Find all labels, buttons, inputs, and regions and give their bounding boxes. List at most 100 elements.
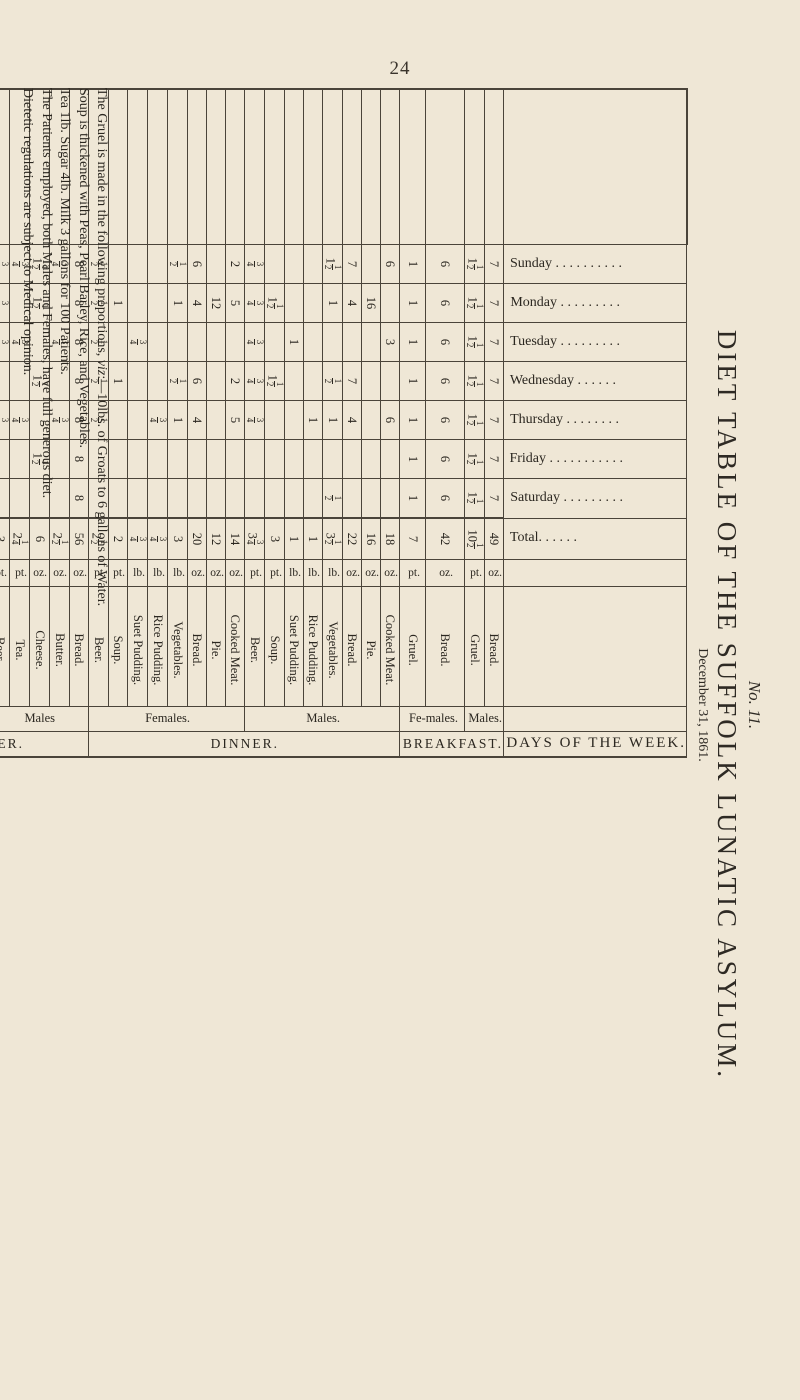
- footnotes: The Gruel is made in the following propo…: [18, 88, 110, 1328]
- qty-cell: 1: [399, 322, 426, 362]
- qty-cell: [108, 244, 128, 284]
- qty-cell: [264, 244, 285, 284]
- row-left-spacer: [187, 89, 207, 245]
- table-row: 1 1 2 1 1 2 1 1 2 1 1 2 1 1 2 1 1 2 1 1 2 10 1 2 pt. Gruel.: [464, 89, 485, 757]
- qty-cell: [187, 322, 207, 362]
- qty-cell: 6: [425, 283, 465, 323]
- unit-cell: pt.: [464, 559, 485, 587]
- qty-cell: 5: [225, 283, 245, 323]
- qty-cell: 6: [425, 400, 465, 440]
- page-folio-number: 24: [389, 58, 411, 79]
- unit-cell: pt.: [244, 559, 265, 587]
- qty-cell: 7: [484, 439, 504, 479]
- qty-cell: 3: [380, 322, 400, 362]
- table-row: 1 1 2 1 1 2 1 1 2 3 1 2 lb. Vegetables.: [322, 89, 343, 757]
- qty-cell: [206, 400, 226, 440]
- qty-cell: [147, 361, 168, 401]
- unit-cell: lb.: [284, 559, 304, 587]
- unit-cell: oz.: [425, 559, 465, 587]
- table-row: 7 7 7 7 7 7 7 49 oz. Bread. Males. BREAKFAST.: [399, 89, 504, 757]
- row-total: 1: [303, 518, 323, 560]
- page-title: DIET TABLE OF THE SUFFOLK LUNATIC ASYLUM…: [712, 329, 742, 1081]
- row-total: 22: [342, 518, 362, 560]
- item-name: Soup.: [264, 586, 285, 707]
- row-total: 42: [425, 518, 465, 560]
- qty-cell: [147, 322, 168, 362]
- qty-cell: 1: [399, 478, 426, 518]
- table-row: 1 1 1 1 1 1 1 7 pt. Gruel.: [399, 89, 426, 757]
- table-row: 6 4 6 4 20 oz. Bread.: [187, 89, 207, 757]
- qty-cell: [342, 322, 362, 362]
- item-name: Bread.: [425, 586, 465, 707]
- qty-cell: [361, 439, 381, 479]
- qty-cell: [380, 361, 400, 401]
- qty-cell: [225, 439, 245, 479]
- qty-cell: 6: [380, 244, 400, 284]
- unit-cell: oz.: [380, 559, 400, 587]
- qty-cell: [206, 361, 226, 401]
- qty-cell: 6: [425, 244, 465, 284]
- qty-cell: [0, 361, 10, 401]
- qty-cell: [0, 439, 10, 479]
- qty-cell: 7: [484, 283, 504, 323]
- qty-cell: 1: [399, 361, 426, 401]
- row-left-spacer: [361, 89, 381, 245]
- qty-cell: 7: [484, 322, 504, 362]
- qty-cell: [361, 361, 381, 401]
- row-total: 10 1 2: [464, 518, 485, 560]
- qty-cell: 4: [187, 400, 207, 440]
- row-left-spacer: [264, 89, 285, 245]
- table-row: 343434343pt.Beer.: [0, 89, 10, 757]
- qty-cell: [284, 244, 304, 284]
- qty-cell: [264, 400, 285, 440]
- qty-cell: 12: [206, 283, 226, 323]
- item-name: Gruel.: [399, 586, 426, 707]
- qty-cell: [303, 361, 323, 401]
- title-block: No. 11. DIET TABLE OF THE SUFFOLK LUNATI…: [694, 70, 764, 1340]
- unit-cell: oz.: [361, 559, 381, 587]
- table-row: 2 5 2 5 14 oz. Cooked Meat. Females.: [88, 89, 245, 757]
- unit-cell: oz.: [484, 559, 504, 587]
- item-name: Bread.: [187, 586, 207, 707]
- qty-cell: 1: [399, 400, 426, 440]
- row-left-spacer: [303, 89, 323, 245]
- table-row: 6 3 6 18 oz. Cooked Meat. Males. DINNER.: [88, 89, 400, 757]
- sex-column-header: [503, 706, 687, 732]
- item-name: Bread.: [484, 586, 504, 707]
- unit-cell: pt.: [108, 559, 128, 587]
- table-row: 16 16 oz. Pie.: [361, 89, 381, 757]
- unit-cell: lb.: [303, 559, 323, 587]
- qty-cell: [127, 478, 148, 518]
- row-left-spacer: [0, 89, 10, 245]
- qty-cell: [380, 283, 400, 323]
- day-column-header-6: Saturday . . . . . . . . .: [503, 478, 687, 518]
- table-row: 12 12 oz. Pie.: [206, 89, 226, 757]
- row-left-spacer: [206, 89, 226, 245]
- table-row: 1 1 lb. Rice Pudding.: [303, 89, 323, 757]
- row-total: 3: [0, 518, 10, 560]
- qty-cell: 6: [425, 439, 465, 479]
- qty-cell: 34: [0, 400, 10, 440]
- item-name: Rice Pudding.: [303, 586, 323, 707]
- qty-cell: [322, 439, 343, 479]
- qty-cell: [361, 322, 381, 362]
- sex-group-label: Females.: [88, 706, 245, 732]
- spacer-left: [503, 89, 687, 245]
- day-column-header-0: Sunday . . . . . . . . . .: [503, 244, 687, 284]
- qty-cell: [127, 361, 148, 401]
- qty-cell: [147, 244, 168, 284]
- qty-cell: [167, 478, 188, 518]
